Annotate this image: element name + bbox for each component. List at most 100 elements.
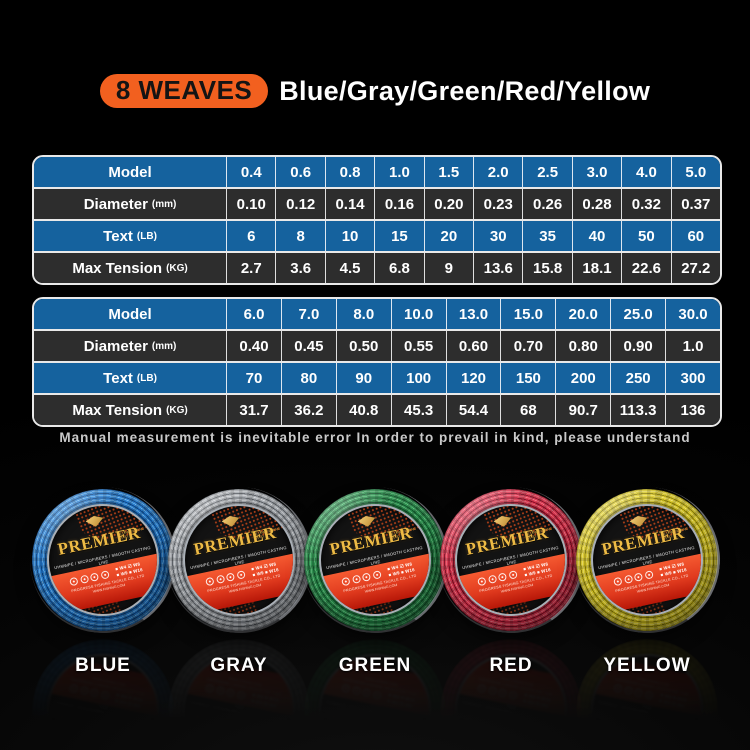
company-text: PROGRESS FISHING TACKLE CO., LTD bbox=[70, 573, 145, 593]
red-band: ■ W4 ☑ W8 ■ W9 ■ W16 PROGRESS FISHING TA… bbox=[175, 551, 306, 617]
spec-cell: 2.7 bbox=[226, 253, 275, 283]
spec-cell: 22.6 bbox=[621, 253, 670, 283]
tagline-text: UHMWPE / MICROFIBERS / SMOOTH CASTING LI… bbox=[461, 544, 560, 571]
spec-row-max-tension: Max Tension (KG) 31.7 36.2 40.8 45.3 54.4 68 90.… bbox=[34, 393, 720, 425]
spec-table-2: Model 6.0 7.0 8.0 10.0 13.0 15.0 20.0 25.0 30.0 Di… bbox=[32, 297, 722, 427]
spec-row-max-tension: Max Tension (KG) 2.7 3.6 4.5 6.8 9 13.6 15.8 18.1… bbox=[34, 251, 720, 283]
spec-cell: 60 bbox=[670, 221, 720, 251]
band-content: ■ W4 ☑ W8 ■ W9 ■ W16 bbox=[477, 561, 551, 587]
spec-cell: 0.50 bbox=[335, 331, 391, 361]
spec-cell: 10.0 bbox=[390, 299, 446, 329]
spool-label-disc: PREMIER PE LINE FISHING BRAID UHMWPE / M… bbox=[308, 493, 442, 627]
tagline-text: UHMWPE / MICROFIBERS / SMOOTH CASTING LI… bbox=[597, 544, 696, 571]
stamp-icon bbox=[487, 574, 497, 584]
spec-cell: 0.37 bbox=[670, 189, 720, 219]
stamp-icon bbox=[225, 571, 236, 582]
spool-photo: PREMIER PE LINE FISHING BRAID UHMWPE / M… bbox=[304, 489, 446, 631]
tagline-text: UHMWPE / MICROFIBERS / SMOOTH CASTING LI… bbox=[53, 544, 152, 571]
row-label: Text (LB) bbox=[103, 227, 157, 245]
spool-card: PREMIER PE LINE FISHING BRAID UHMWPE / M… bbox=[304, 489, 446, 750]
stamp-icon bbox=[89, 571, 100, 582]
sub-brand-text: PE LINE FISHING BRAID bbox=[116, 526, 145, 541]
spool-card: PREMIER PE LINE FISHING BRAID UHMWPE / M… bbox=[168, 489, 310, 750]
weave-options-line1: ■ W4 ☑ W8 bbox=[250, 561, 277, 572]
brand-name: PREMIER bbox=[55, 522, 142, 559]
spec-cell: 3.0 bbox=[571, 157, 621, 187]
spool-photo: PREMIER PE LINE FISHING BRAID UHMWPE / M… bbox=[32, 489, 174, 631]
website-text: WWW.FISHING.COM bbox=[500, 582, 534, 594]
stamp-icon bbox=[361, 571, 372, 582]
spec-cell: 15 bbox=[374, 221, 423, 251]
tagline-text: UHMWPE / MICROFIBERS / SMOOTH CASTING LI… bbox=[189, 544, 288, 571]
spec-cell: 13.6 bbox=[473, 253, 522, 283]
spec-cell: 0.60 bbox=[445, 331, 501, 361]
spec-cell: 13.0 bbox=[445, 299, 501, 329]
stamp-icon bbox=[236, 569, 246, 580]
spec-cell: 31.7 bbox=[226, 395, 281, 425]
spec-cell: 0.55 bbox=[390, 331, 446, 361]
spec-row-model: Model 6.0 7.0 8.0 10.0 13.0 15.0 20.0 25.0 30.0 bbox=[34, 299, 720, 329]
sub-brand-text: PE LINE FISHING BRAID bbox=[660, 526, 689, 541]
stamp-icon bbox=[79, 686, 89, 696]
spool-label-disc: PREMIER PE LINE FISHING BRAID UHMWPE / M… bbox=[36, 493, 170, 627]
spec-cell: 20.0 bbox=[555, 299, 610, 329]
halftone-pattern bbox=[587, 581, 667, 627]
spec-cell: 45.3 bbox=[390, 395, 446, 425]
spec-cell: 30 bbox=[473, 221, 522, 251]
stamp-icon bbox=[236, 690, 246, 701]
spec-cell: 4.5 bbox=[324, 253, 374, 283]
brand-diamond-icon bbox=[629, 514, 649, 529]
spec-cell: 0.80 bbox=[555, 331, 610, 361]
halftone-pattern bbox=[179, 581, 259, 627]
spec-cell: 300 bbox=[665, 363, 720, 393]
weave-options-line2: ■ W9 ■ W16 bbox=[659, 566, 688, 577]
spec-cell: 0.90 bbox=[610, 331, 665, 361]
spec-cell: 15.8 bbox=[522, 253, 571, 283]
red-band: ■ W4 ☑ W8 ■ W9 ■ W16 PROGRESS FISHING TA… bbox=[447, 551, 578, 617]
spec-cell: 70 bbox=[226, 363, 281, 393]
weave-options-line1: ■ W4 ☑ W8 bbox=[114, 561, 141, 572]
band-content: ■ W4 ☑ W8 ■ W9 ■ W16 bbox=[69, 561, 143, 587]
tagline-text: UHMWPE / MICROFIBERS / SMOOTH CASTING LI… bbox=[325, 544, 424, 571]
spec-cell: 6.8 bbox=[374, 253, 423, 283]
company-text: PROGRESS FISHING TACKLE CO., LTD bbox=[614, 573, 689, 593]
spec-cell: 136 bbox=[665, 395, 720, 425]
spec-cell: 6.0 bbox=[226, 299, 281, 329]
spec-cell: 0.32 bbox=[621, 189, 670, 219]
stamp-icon bbox=[497, 688, 508, 699]
spool-card: PREMIER PE LINE FISHING BRAID UHMWPE / M… bbox=[576, 489, 718, 750]
stamp-icon bbox=[477, 684, 487, 694]
stamp-icon bbox=[341, 576, 351, 586]
halftone-pattern bbox=[617, 493, 714, 552]
stamp-icon bbox=[644, 690, 654, 701]
spec-cell: 0.4 bbox=[226, 157, 275, 187]
row-label: Diameter (mm) bbox=[83, 337, 177, 355]
spool-color-caption: GRAY bbox=[210, 655, 268, 676]
red-band: ■ W4 ☑ W8 ■ W9 ■ W16 PROGRESS FISHING TA… bbox=[39, 551, 170, 617]
spool-color-caption: RED bbox=[489, 655, 533, 676]
band-content: ■ W4 ☑ W8 ■ W9 ■ W16 bbox=[613, 561, 687, 587]
spec-row-text: Text (LB) 6 8 10 15 20 30 35 40 50 60 bbox=[34, 219, 720, 251]
brand-name: PREMIER bbox=[599, 522, 686, 559]
spec-cell: 90 bbox=[335, 363, 391, 393]
stamp-icon bbox=[497, 571, 508, 582]
spec-cell: 0.45 bbox=[280, 331, 336, 361]
website-text: WWW.FISHING.COM bbox=[228, 582, 262, 594]
spec-cell: 0.20 bbox=[423, 189, 473, 219]
spec-cell: 0.70 bbox=[500, 331, 555, 361]
spec-cell: 9 bbox=[423, 253, 473, 283]
stamp-icon bbox=[225, 688, 236, 699]
weave-options: ■ W4 ☑ W8 ■ W9 ■ W16 bbox=[115, 561, 143, 577]
spec-cell: 1.0 bbox=[665, 331, 720, 361]
spec-cell: 1.0 bbox=[374, 157, 423, 187]
weave-options-line2: ■ W9 ■ W16 bbox=[387, 566, 416, 577]
spec-cell: 68 bbox=[500, 395, 555, 425]
weave-options: ■ W4 ☑ W8 ■ W9 ■ W16 bbox=[251, 561, 279, 577]
brand-name: PREMIER bbox=[463, 522, 550, 559]
halftone-pattern bbox=[345, 493, 442, 552]
stamp-icon bbox=[351, 686, 361, 696]
row-label: Model bbox=[108, 163, 152, 181]
spec-cell: 36.2 bbox=[280, 395, 336, 425]
row-label: Diameter (mm) bbox=[83, 195, 177, 213]
